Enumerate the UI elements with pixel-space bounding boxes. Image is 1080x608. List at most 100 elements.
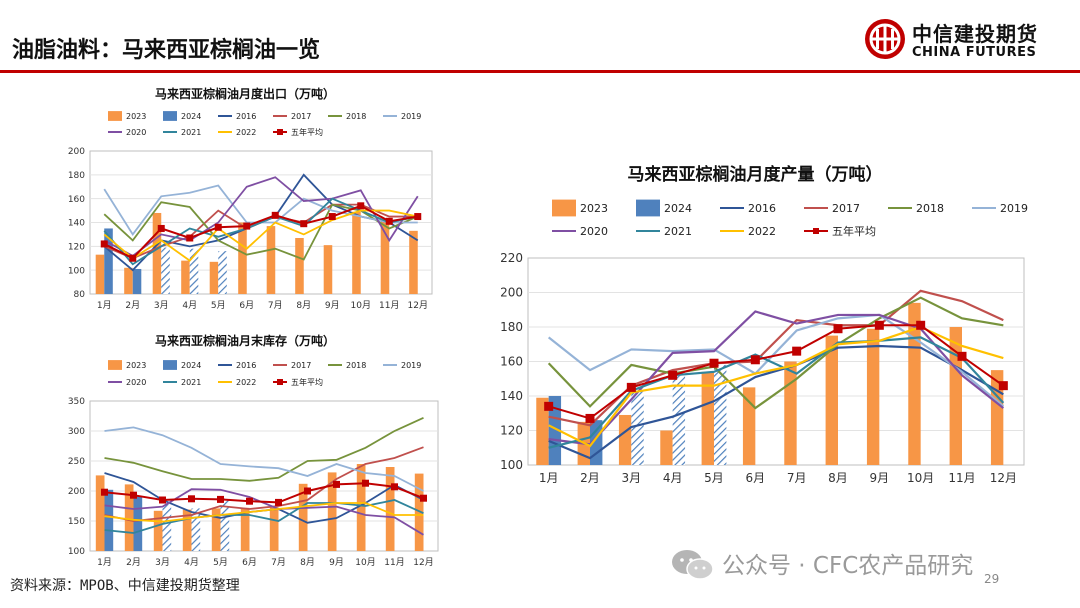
production-ytick-label: 180 bbox=[500, 320, 523, 334]
legend-label-2021: 2021 bbox=[181, 378, 201, 387]
legend-label-2016: 2016 bbox=[236, 112, 256, 121]
stocks-xtick-label: 3月 bbox=[155, 557, 170, 568]
production-line-2018 bbox=[547, 296, 1004, 410]
legend-label-2019: 2019 bbox=[1000, 202, 1028, 215]
exports-avg-marker bbox=[129, 254, 137, 262]
production-bar-2024 bbox=[672, 373, 686, 465]
exports-avg-marker bbox=[243, 222, 251, 230]
stocks-bar-2023 bbox=[327, 472, 337, 551]
production-bar-2023 bbox=[701, 371, 714, 465]
production-avg-marker bbox=[585, 413, 595, 423]
exports-xtick-label: 11月 bbox=[379, 300, 399, 311]
production-line-2019 bbox=[547, 313, 1005, 408]
source-note: 资料来源：MPOB、中信建投期货整理 bbox=[10, 578, 240, 594]
stocks-ytick-label: 300 bbox=[68, 427, 85, 437]
stocks-bar-2023 bbox=[95, 475, 105, 551]
production-avg-marker bbox=[668, 370, 678, 380]
stocks-xtick-label: 10月 bbox=[355, 557, 375, 568]
exports-line-2020 bbox=[103, 176, 419, 257]
production-xtick-label: 4月 bbox=[663, 471, 683, 485]
production-bar-2023 bbox=[742, 387, 756, 465]
production-xtick-label: 12月 bbox=[990, 471, 1017, 485]
exports-xtick-label: 7月 bbox=[268, 300, 283, 311]
stocks-avg-marker bbox=[304, 487, 311, 495]
exports-avg-marker bbox=[385, 217, 393, 225]
production-avg-marker bbox=[709, 358, 719, 368]
exports-bar-2024 bbox=[132, 268, 142, 294]
legend-label-2018: 2018 bbox=[916, 202, 944, 215]
legend-swatch-2024 bbox=[163, 111, 177, 121]
production-avg-marker bbox=[792, 346, 802, 356]
production-avg-marker bbox=[626, 382, 636, 392]
production-bar-2024 bbox=[714, 364, 727, 465]
exports-bar-2023 bbox=[124, 267, 133, 294]
legend-label-2024: 2024 bbox=[181, 361, 201, 370]
header-divider bbox=[0, 70, 1080, 73]
stocks-avg-marker bbox=[391, 483, 398, 491]
legend-marker-avg bbox=[277, 129, 283, 135]
stocks-bar-2023 bbox=[182, 509, 192, 551]
stocks-avg-marker bbox=[101, 488, 108, 496]
production-xtick-label: 8月 bbox=[828, 471, 848, 485]
stocks-avg-marker bbox=[246, 497, 253, 505]
production-bar-2023 bbox=[784, 361, 797, 465]
exports-xtick-label: 12月 bbox=[408, 300, 428, 311]
stocks-xtick-label: 12月 bbox=[413, 557, 433, 568]
stocks-bar-2023 bbox=[211, 508, 221, 551]
exports-ytick-label: 140 bbox=[68, 219, 85, 229]
production-xtick-label: 1月 bbox=[539, 471, 559, 485]
legend-label-2024: 2024 bbox=[664, 202, 692, 215]
exports-bar-2023 bbox=[209, 261, 219, 294]
production-chart: 马来西亚棕榈油月度产量（万吨） 2023 2024 2016 2017 2018 2019 2… bbox=[500, 164, 1028, 485]
exports-xtick-label: 4月 bbox=[182, 300, 197, 311]
company-logo: 中信建投期货 CHINA FUTURES bbox=[864, 18, 1064, 64]
exports-xtick-label: 6月 bbox=[239, 300, 254, 311]
production-bar-2023 bbox=[618, 414, 632, 465]
production-avg-marker bbox=[916, 320, 926, 330]
exports-bar-2023 bbox=[266, 226, 276, 294]
exports-ytick-label: 120 bbox=[68, 242, 85, 252]
production-xtick-label: 3月 bbox=[622, 471, 642, 485]
legend-swatch-2023 bbox=[552, 199, 576, 217]
stocks-xtick-label: 9月 bbox=[329, 557, 344, 568]
page-title: 油脂油料：马来西亚棕榈油一览 bbox=[12, 38, 321, 63]
exports-bar-2023 bbox=[352, 211, 361, 294]
exports-avg-marker bbox=[100, 240, 108, 248]
stocks-bar-2023 bbox=[269, 507, 279, 551]
stocks-bar-2024 bbox=[104, 489, 114, 551]
exports-avg-marker bbox=[328, 213, 336, 221]
exports-bar-2023 bbox=[380, 218, 390, 294]
legend-label-2020: 2020 bbox=[126, 378, 146, 387]
legend-swatch-2023 bbox=[108, 111, 122, 121]
stocks-xtick-label: 7月 bbox=[271, 557, 286, 568]
legend-label-2018: 2018 bbox=[346, 112, 366, 121]
exports-line-2018 bbox=[103, 201, 419, 261]
production-xtick-label: 11月 bbox=[948, 471, 975, 485]
legend-label-2018: 2018 bbox=[346, 361, 366, 370]
legend-label-2022: 2022 bbox=[236, 378, 256, 387]
stocks-bar-2023 bbox=[240, 507, 250, 551]
production-ytick-label: 100 bbox=[500, 458, 523, 472]
legend-label-五年平均: 五年平均 bbox=[291, 127, 323, 137]
legend-swatch-2024 bbox=[636, 199, 660, 217]
stocks-line-2018 bbox=[104, 416, 424, 482]
exports-xtick-label: 9月 bbox=[325, 300, 340, 311]
stocks-bar-2023 bbox=[385, 467, 395, 551]
stocks-line-2017 bbox=[104, 446, 424, 522]
exports-xtick-label: 8月 bbox=[296, 300, 311, 311]
wechat-icon bbox=[672, 550, 714, 580]
legend-label-2019: 2019 bbox=[401, 112, 421, 121]
exports-bar-2024 bbox=[104, 228, 113, 294]
stocks-bar-2023 bbox=[356, 464, 366, 551]
production-line-2020 bbox=[548, 310, 1005, 446]
exports-bar-2023 bbox=[238, 222, 247, 294]
exports-ytick-label: 100 bbox=[68, 266, 85, 276]
legend-swatch-2024 bbox=[163, 360, 177, 370]
exports-line-2017 bbox=[103, 203, 418, 260]
stocks-bar-2023 bbox=[124, 484, 134, 551]
legend-label-五年平均: 五年平均 bbox=[291, 377, 323, 387]
exports-bar-2023 bbox=[409, 230, 418, 294]
exports-avg-marker bbox=[300, 220, 308, 228]
stocks-avg-marker bbox=[130, 491, 137, 499]
stocks-bar-2023 bbox=[414, 473, 424, 551]
